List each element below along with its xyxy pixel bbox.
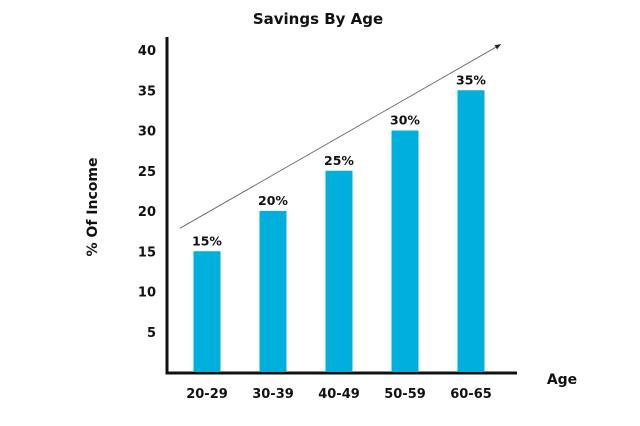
bar xyxy=(259,211,287,372)
x-axis-label: Age xyxy=(547,372,577,388)
x-tick-label: 60-65 xyxy=(450,387,492,402)
bar xyxy=(325,170,353,372)
y-tick-label: 35 xyxy=(138,84,156,99)
y-tick-label: 10 xyxy=(138,286,156,301)
y-tick-label: 25 xyxy=(138,165,156,180)
x-tick-label: 30-39 xyxy=(252,387,294,402)
y-tick-label: 20 xyxy=(138,205,156,220)
trend-arrow-line xyxy=(179,43,502,229)
y-tick-label: 15 xyxy=(138,245,156,260)
data-label: 30% xyxy=(390,113,420,128)
chart-title: Savings By Age xyxy=(253,10,383,28)
x-tick-label: 40-49 xyxy=(318,387,360,402)
y-tick-label: 30 xyxy=(138,125,156,140)
data-label: 25% xyxy=(324,153,354,168)
x-tick-label: 50-59 xyxy=(384,387,426,402)
data-label: 20% xyxy=(258,193,288,208)
data-label: 35% xyxy=(456,72,486,87)
bar xyxy=(193,251,221,372)
x-tick-label: 20-29 xyxy=(186,387,228,402)
y-tick-label: 40 xyxy=(138,44,156,59)
y-tick-label: 5 xyxy=(147,326,156,341)
bar xyxy=(391,130,419,372)
trend-arrowhead xyxy=(494,44,501,50)
bar xyxy=(457,90,485,372)
data-label: 15% xyxy=(192,233,222,248)
y-axis-label: % Of Income xyxy=(85,158,101,257)
